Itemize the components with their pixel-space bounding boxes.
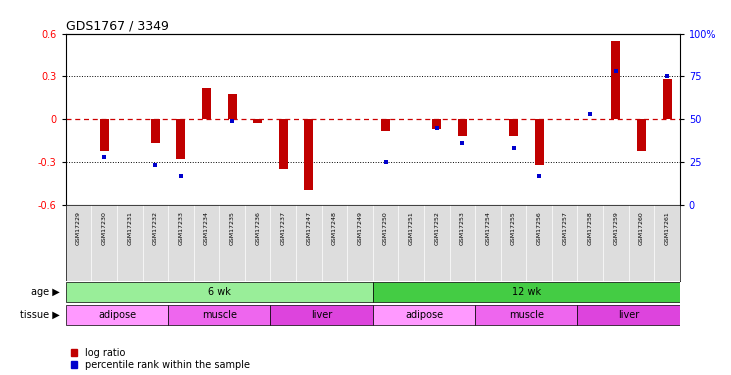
Bar bbox=[458, 119, 467, 136]
Text: GSM17247: GSM17247 bbox=[306, 211, 311, 245]
Text: GSM17258: GSM17258 bbox=[588, 211, 593, 244]
Text: GDS1767 / 3349: GDS1767 / 3349 bbox=[66, 20, 169, 33]
Text: GSM17259: GSM17259 bbox=[613, 211, 618, 244]
Bar bbox=[202, 88, 211, 119]
Text: GSM17251: GSM17251 bbox=[409, 211, 414, 244]
Text: muscle: muscle bbox=[202, 310, 237, 320]
Bar bbox=[381, 119, 390, 130]
Text: GSM17261: GSM17261 bbox=[664, 211, 670, 244]
Bar bbox=[151, 119, 160, 144]
Text: age ▶: age ▶ bbox=[31, 287, 60, 297]
Bar bbox=[611, 41, 621, 119]
Text: liver: liver bbox=[311, 310, 333, 320]
Text: adipose: adipose bbox=[98, 310, 136, 320]
Bar bbox=[509, 119, 518, 136]
Text: GSM17252: GSM17252 bbox=[434, 211, 439, 244]
Text: GSM17231: GSM17231 bbox=[127, 211, 132, 244]
Text: GSM17237: GSM17237 bbox=[281, 211, 286, 245]
Text: GSM17249: GSM17249 bbox=[357, 211, 363, 245]
Bar bbox=[662, 80, 672, 119]
Bar bbox=[534, 119, 544, 165]
Text: 12 wk: 12 wk bbox=[512, 287, 541, 297]
Text: GSM17255: GSM17255 bbox=[511, 211, 516, 244]
Bar bbox=[373, 282, 680, 302]
Bar bbox=[66, 282, 373, 302]
Bar bbox=[304, 119, 314, 190]
Bar bbox=[432, 119, 442, 129]
Bar bbox=[99, 119, 109, 150]
Text: GSM17248: GSM17248 bbox=[332, 211, 337, 244]
Text: GSM17233: GSM17233 bbox=[178, 211, 183, 245]
Text: tissue ▶: tissue ▶ bbox=[20, 310, 60, 320]
Text: GSM17236: GSM17236 bbox=[255, 211, 260, 244]
Legend: log ratio, percentile rank within the sample: log ratio, percentile rank within the sa… bbox=[71, 348, 250, 370]
Bar bbox=[637, 119, 646, 150]
Text: GSM17230: GSM17230 bbox=[102, 211, 107, 244]
Text: GSM17232: GSM17232 bbox=[153, 211, 158, 245]
Bar bbox=[373, 304, 475, 325]
Text: muscle: muscle bbox=[509, 310, 544, 320]
Text: GSM17250: GSM17250 bbox=[383, 211, 388, 244]
Text: liver: liver bbox=[618, 310, 640, 320]
Bar bbox=[577, 304, 680, 325]
Text: adipose: adipose bbox=[405, 310, 443, 320]
Text: GSM17256: GSM17256 bbox=[537, 211, 542, 244]
Bar bbox=[227, 94, 237, 119]
Bar bbox=[66, 304, 168, 325]
Text: GSM17254: GSM17254 bbox=[485, 211, 491, 244]
Text: GSM17235: GSM17235 bbox=[230, 211, 235, 244]
Text: GSM17229: GSM17229 bbox=[76, 211, 81, 245]
Bar bbox=[168, 304, 270, 325]
Bar bbox=[270, 304, 373, 325]
Bar bbox=[475, 304, 577, 325]
Text: 6 wk: 6 wk bbox=[208, 287, 231, 297]
Text: GSM17257: GSM17257 bbox=[562, 211, 567, 244]
Bar bbox=[279, 119, 288, 169]
Bar bbox=[176, 119, 186, 159]
Text: GSM17234: GSM17234 bbox=[204, 211, 209, 245]
Text: GSM17260: GSM17260 bbox=[639, 211, 644, 244]
Text: GSM17253: GSM17253 bbox=[460, 211, 465, 244]
Bar bbox=[253, 119, 262, 123]
